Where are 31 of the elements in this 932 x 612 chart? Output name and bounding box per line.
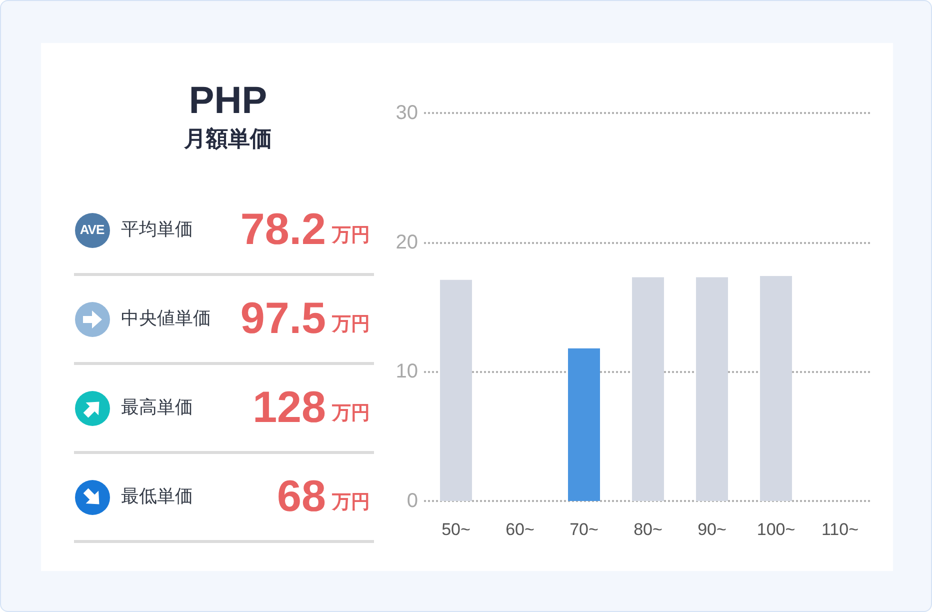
text: 万円 — [332, 313, 370, 335]
x-tick-label: 70~ — [570, 520, 598, 539]
bar — [696, 277, 728, 501]
text: 68 — [277, 472, 326, 521]
text: 月額単価 — [183, 127, 273, 152]
text: 78.2 — [240, 205, 326, 254]
x-tick-label: 50~ — [442, 520, 470, 539]
y-tick-label: 20 — [396, 231, 418, 254]
y-tick-label: 30 — [396, 102, 418, 124]
text: 中央値単価 — [121, 308, 211, 329]
text: 万円 — [332, 224, 370, 246]
x-tick-label: 90~ — [698, 520, 726, 539]
x-tick-label: 60~ — [506, 520, 534, 539]
text: 平均単価 — [121, 219, 193, 240]
text: AVE — [78, 222, 106, 237]
x-tick-label: 110~ — [821, 520, 859, 539]
bar — [568, 348, 600, 501]
text: 最高単価 — [121, 397, 193, 418]
text: 万円 — [332, 491, 370, 513]
text: 万円 — [332, 402, 370, 424]
text: 97.5 — [240, 294, 326, 343]
text: PHP — [188, 80, 268, 122]
y-tick-label: 10 — [396, 360, 418, 383]
text: 128 — [252, 383, 326, 432]
bar — [440, 280, 472, 501]
y-tick-label: 0 — [406, 490, 418, 512]
bar — [760, 276, 792, 501]
text: 最低単価 — [121, 486, 193, 507]
bar — [632, 277, 664, 501]
x-tick-label: 80~ — [634, 520, 662, 539]
x-tick-label: 100~ — [756, 520, 796, 539]
